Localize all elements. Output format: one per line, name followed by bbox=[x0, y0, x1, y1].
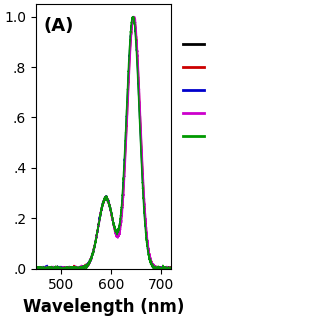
X-axis label: Wavelength (nm): Wavelength (nm) bbox=[23, 298, 184, 316]
Text: (A): (A) bbox=[44, 17, 74, 36]
Legend: , , , , : , , , , bbox=[183, 37, 215, 144]
